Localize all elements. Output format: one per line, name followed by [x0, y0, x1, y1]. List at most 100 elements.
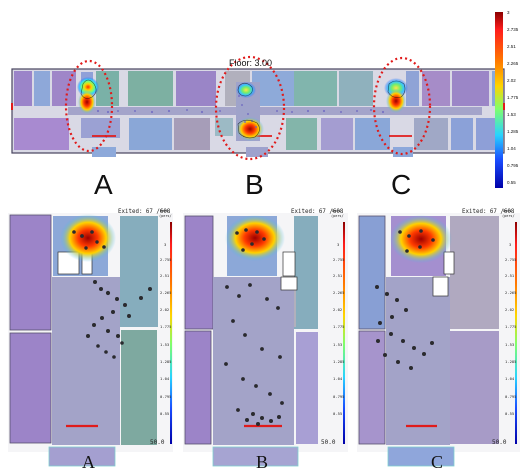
overview-room — [451, 118, 473, 150]
floor-label: Floor: 3.00 — [229, 58, 272, 68]
overview-room — [129, 118, 172, 150]
overview-room — [52, 71, 76, 106]
panel-c-colorbar-ticks: 3 2.755 2.51 2.265 2.02 1.775 1.53 1.285… — [505, 242, 516, 416]
panel-c-colorbar-tick: 0.55 — [505, 411, 514, 416]
panel-a-corridor — [52, 277, 120, 445]
top-colorbar-tick: 2.265 — [507, 61, 519, 66]
overview-heat-outline — [80, 79, 406, 139]
panel-a-caption: A — [82, 452, 95, 471]
panel-a-colorbar-tick: 2.02 — [160, 307, 169, 312]
overview-room — [294, 71, 337, 106]
overview-annex — [246, 147, 268, 157]
overview-room — [14, 118, 69, 150]
overview-room — [406, 71, 419, 106]
callout-label-b: B — [245, 169, 264, 200]
panel-b-room — [294, 216, 318, 329]
overview-room — [96, 71, 119, 106]
panel-c-stair — [432, 276, 449, 297]
panel-b-colorbar-tick: 2.265 — [333, 290, 344, 295]
callout-c-ellipse — [372, 56, 432, 156]
panel-a-density-label: Dens — [160, 209, 168, 213]
top-colorbar: 3 2.735 2.51 2.265 2.02 1.775 1.53 1.285… — [495, 10, 519, 188]
panel-c-bottom-annex — [387, 446, 455, 467]
panel-a-crowd — [72, 230, 152, 359]
panel-c-colorbar-tick: 0.795 — [505, 394, 516, 399]
panel-b-colorbar-tick: 1.04 — [333, 376, 343, 381]
top-colorbar-tick: 1.53 — [507, 112, 516, 117]
panel-b-crowd — [224, 228, 284, 426]
overview-room — [176, 71, 216, 106]
panel-c-colorbar-tick: 1.285 — [505, 359, 516, 364]
panel-c-room — [450, 216, 499, 329]
panel-a-scale: 50.0 — [150, 439, 165, 446]
overview-room — [174, 118, 210, 150]
panel-c-exited: Exited: 67 /608 — [462, 209, 515, 215]
panel-b-colorbar-tick: 3 — [337, 242, 339, 247]
callout-label-c: C — [391, 169, 411, 200]
panel-a-colorbar-tick: 3 — [164, 242, 166, 247]
panel-c-colorbar-tick: 2.02 — [505, 307, 514, 312]
panel-b-bottom-annex — [212, 446, 299, 467]
overview-room — [81, 118, 120, 138]
panel-b-colorbar — [343, 222, 345, 444]
panel-b-stair — [280, 276, 298, 291]
panel-c-crowd — [375, 229, 435, 370]
panel-a-room — [121, 330, 157, 445]
panel-c-room — [358, 215, 386, 330]
top-colorbar-tick: 0.795 — [507, 163, 519, 168]
panel-a-room — [120, 216, 158, 327]
panel-c-colorbar — [515, 222, 517, 444]
detail-panel-c: Exited: 67 /608 Dens (pers/ 50.0 3 2.755… — [357, 209, 520, 471]
top-colorbar-tick: 1.285 — [507, 129, 519, 134]
panel-b-caption: B — [256, 452, 268, 471]
panel-a-colorbar — [170, 222, 172, 444]
top-colorbar-tick: 1.04 — [507, 146, 516, 151]
panel-c-colorbar-tick: 1.04 — [505, 376, 515, 381]
callout-label-a: A — [94, 169, 113, 200]
panel-c-room — [450, 331, 499, 444]
panel-b-colorbar-tick: 2.51 — [333, 273, 343, 278]
top-colorbar-tick: 3 — [507, 10, 510, 15]
panel-b-density-label: Dens — [332, 209, 340, 213]
callout-a-ellipse — [64, 59, 114, 153]
panel-a-density-hotspot — [60, 214, 116, 262]
panel-b-colorbar-tick: 0.55 — [333, 411, 342, 416]
panel-b-colorbar-tick: 1.285 — [333, 359, 344, 364]
panel-b-colorbar-tick: 2.755 — [333, 257, 344, 262]
overview-room — [14, 71, 32, 106]
top-colorbar-tick: 2.51 — [507, 44, 516, 49]
panel-b-colorbar-tick: 1.775 — [333, 324, 344, 329]
top-colorbar-tick: 2.02 — [507, 78, 516, 83]
panel-a-colorbar-tick: 1.775 — [160, 324, 171, 329]
overview-corridor — [68, 107, 482, 115]
panel-a-room — [9, 332, 52, 444]
panel-c-density-hotspot — [390, 215, 452, 263]
panel-a-colorbar-tick: 0.55 — [160, 411, 169, 416]
top-colorbar-tick: 1.775 — [507, 95, 519, 100]
panel-b-colorbar-ticks: 3 2.755 2.51 2.265 2.02 1.775 1.53 1.285… — [333, 242, 344, 416]
panel-b-scale: 50.0 — [321, 439, 336, 446]
panel-c-colorbar-tick: 2.265 — [505, 290, 516, 295]
overview-room — [34, 71, 50, 106]
panel-a-bottom-annex — [48, 446, 116, 467]
overview-room — [128, 71, 173, 106]
panel-c-colorbar-tick: 3 — [509, 242, 511, 247]
panel-b-room — [184, 215, 214, 330]
panel-c-density-label: Dens — [503, 209, 511, 213]
panel-c-colorbar-tick: 1.775 — [505, 324, 516, 329]
panel-b-room — [184, 330, 212, 445]
panel-c-stair — [443, 251, 455, 275]
panel-b-density-hotspot — [225, 215, 285, 261]
panel-a-colorbar-tick: 2.51 — [160, 273, 170, 278]
panel-a-exited: Exited: 67 /608 — [118, 209, 171, 215]
overview-density-c — [386, 89, 406, 113]
callout-b-ellipse — [214, 55, 286, 161]
panel-a-colorbar-tick: 1.04 — [160, 376, 170, 381]
panel-a-colorbar-tick: 2.265 — [160, 290, 171, 295]
overview-annex — [92, 147, 116, 157]
panel-c-colorbar-tick: 2.755 — [505, 257, 516, 262]
panel-a-colorbar-ticks: 3 2.755 2.51 2.265 2.02 1.775 1.53 1.285… — [160, 242, 171, 416]
detail-panel-a: Exited: 67 /608 Dens (pers/ 50.0 3 2.755… — [8, 209, 173, 471]
top-colorbar-tick: 0.55 — [507, 180, 516, 185]
